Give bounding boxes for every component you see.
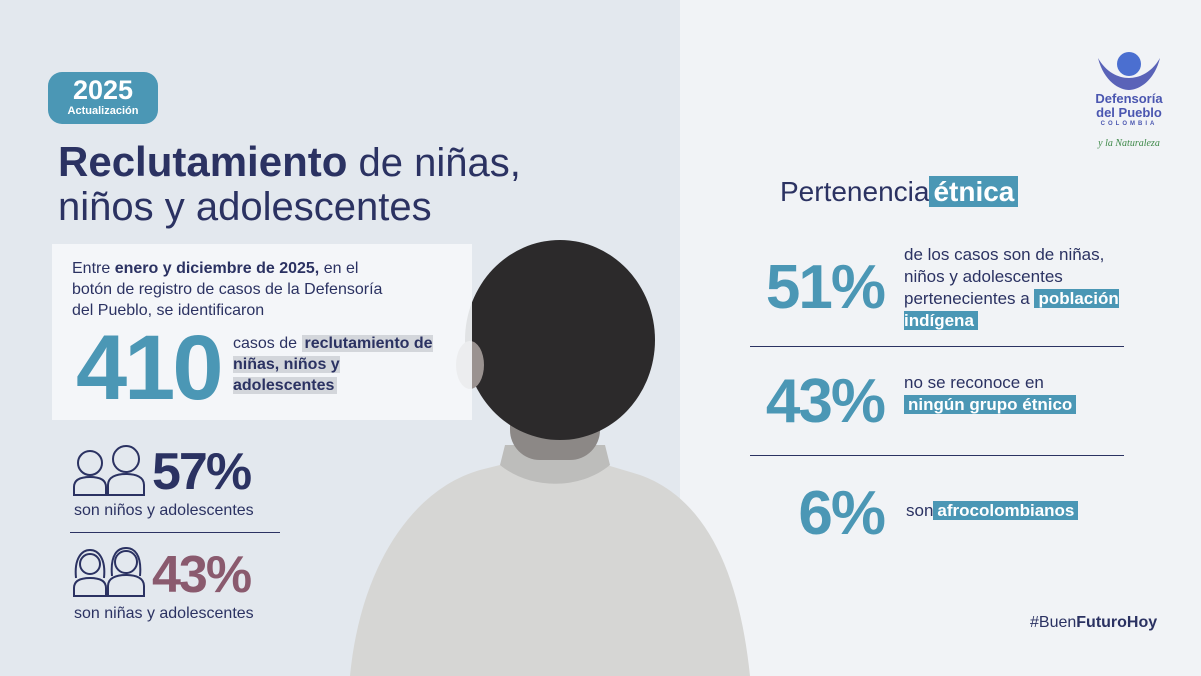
percent-none: 43% [765, 367, 886, 436]
label-girls: son niñas y adolescentes [74, 605, 254, 622]
intro: Entre enero y diciembre de 2025, en el b… [72, 258, 402, 321]
intro-rest: en el botón de registro de casos de la D… [72, 260, 383, 319]
title-rest: de niñas, [358, 141, 521, 185]
badge-label: Actualización [67, 105, 139, 117]
title: Reclutamiento de niñas, niños y adolesce… [58, 138, 521, 230]
logo: Defensoría del Pueblo COLOMBIA y la Natu… [1080, 92, 1178, 151]
logo-country: COLOMBIA [1100, 121, 1158, 127]
text-indigenous: de los casos son de niñas, niños y adole… [904, 244, 1134, 332]
ethnicity-title-plain: Pertenencia [780, 176, 930, 207]
percent-boys: 57% [152, 443, 252, 501]
intro-lead: Entre [72, 260, 111, 277]
hashtag-bold: FuturoHoy [1076, 614, 1158, 631]
logo-mark [1098, 52, 1160, 90]
separator [750, 346, 1124, 347]
hashtag: #BuenFuturoHoy [1030, 614, 1157, 632]
logo-line1: Defensoría [1095, 91, 1163, 106]
text-plain: de los casos son de niñas, niños y adole… [904, 245, 1105, 308]
right-panel [680, 0, 1201, 676]
ethnicity-title-highlight: étnica [929, 176, 1019, 207]
text-none: no se reconoce en ningún grupo étnico [904, 372, 1104, 416]
title-bold: Reclutamiento [58, 138, 348, 185]
percent-indigenous: 51% [765, 253, 886, 322]
total-text: casos de reclutamiento de niñas, niños y… [233, 333, 443, 396]
boy-photo [350, 240, 750, 676]
separator [750, 455, 1124, 456]
text-plain: no se reconoce en [904, 373, 1044, 392]
text-plain: son [906, 501, 934, 520]
separator [70, 532, 280, 533]
percent-girls: 43% [152, 546, 252, 604]
text-highlight: afrocolombianos [933, 501, 1079, 520]
label-boys: son niños y adolescentes [74, 502, 254, 519]
badge-year: 2025 [72, 75, 134, 105]
logo-tagline: y la Naturaleza [1098, 138, 1160, 149]
total-number: 410 [76, 317, 223, 419]
percent-afro: 6% [798, 479, 886, 548]
girls-icon [73, 546, 145, 597]
text-afro: son afrocolombianos [906, 500, 1136, 522]
hashtag-plain: #Buen [1030, 614, 1077, 631]
badge: 2025 Actualización [48, 72, 158, 124]
title-line2: niños y adolescentes [58, 185, 432, 229]
ethnicity-title: Pertenencia étnica [780, 176, 1019, 208]
boys-icon [73, 445, 145, 496]
total-plain: casos de [233, 335, 298, 352]
text-highlight: ningún grupo étnico [904, 395, 1077, 414]
logo-line2: del Pueblo [1096, 105, 1162, 120]
intro-highlight: enero y diciembre de 2025, [114, 260, 320, 277]
